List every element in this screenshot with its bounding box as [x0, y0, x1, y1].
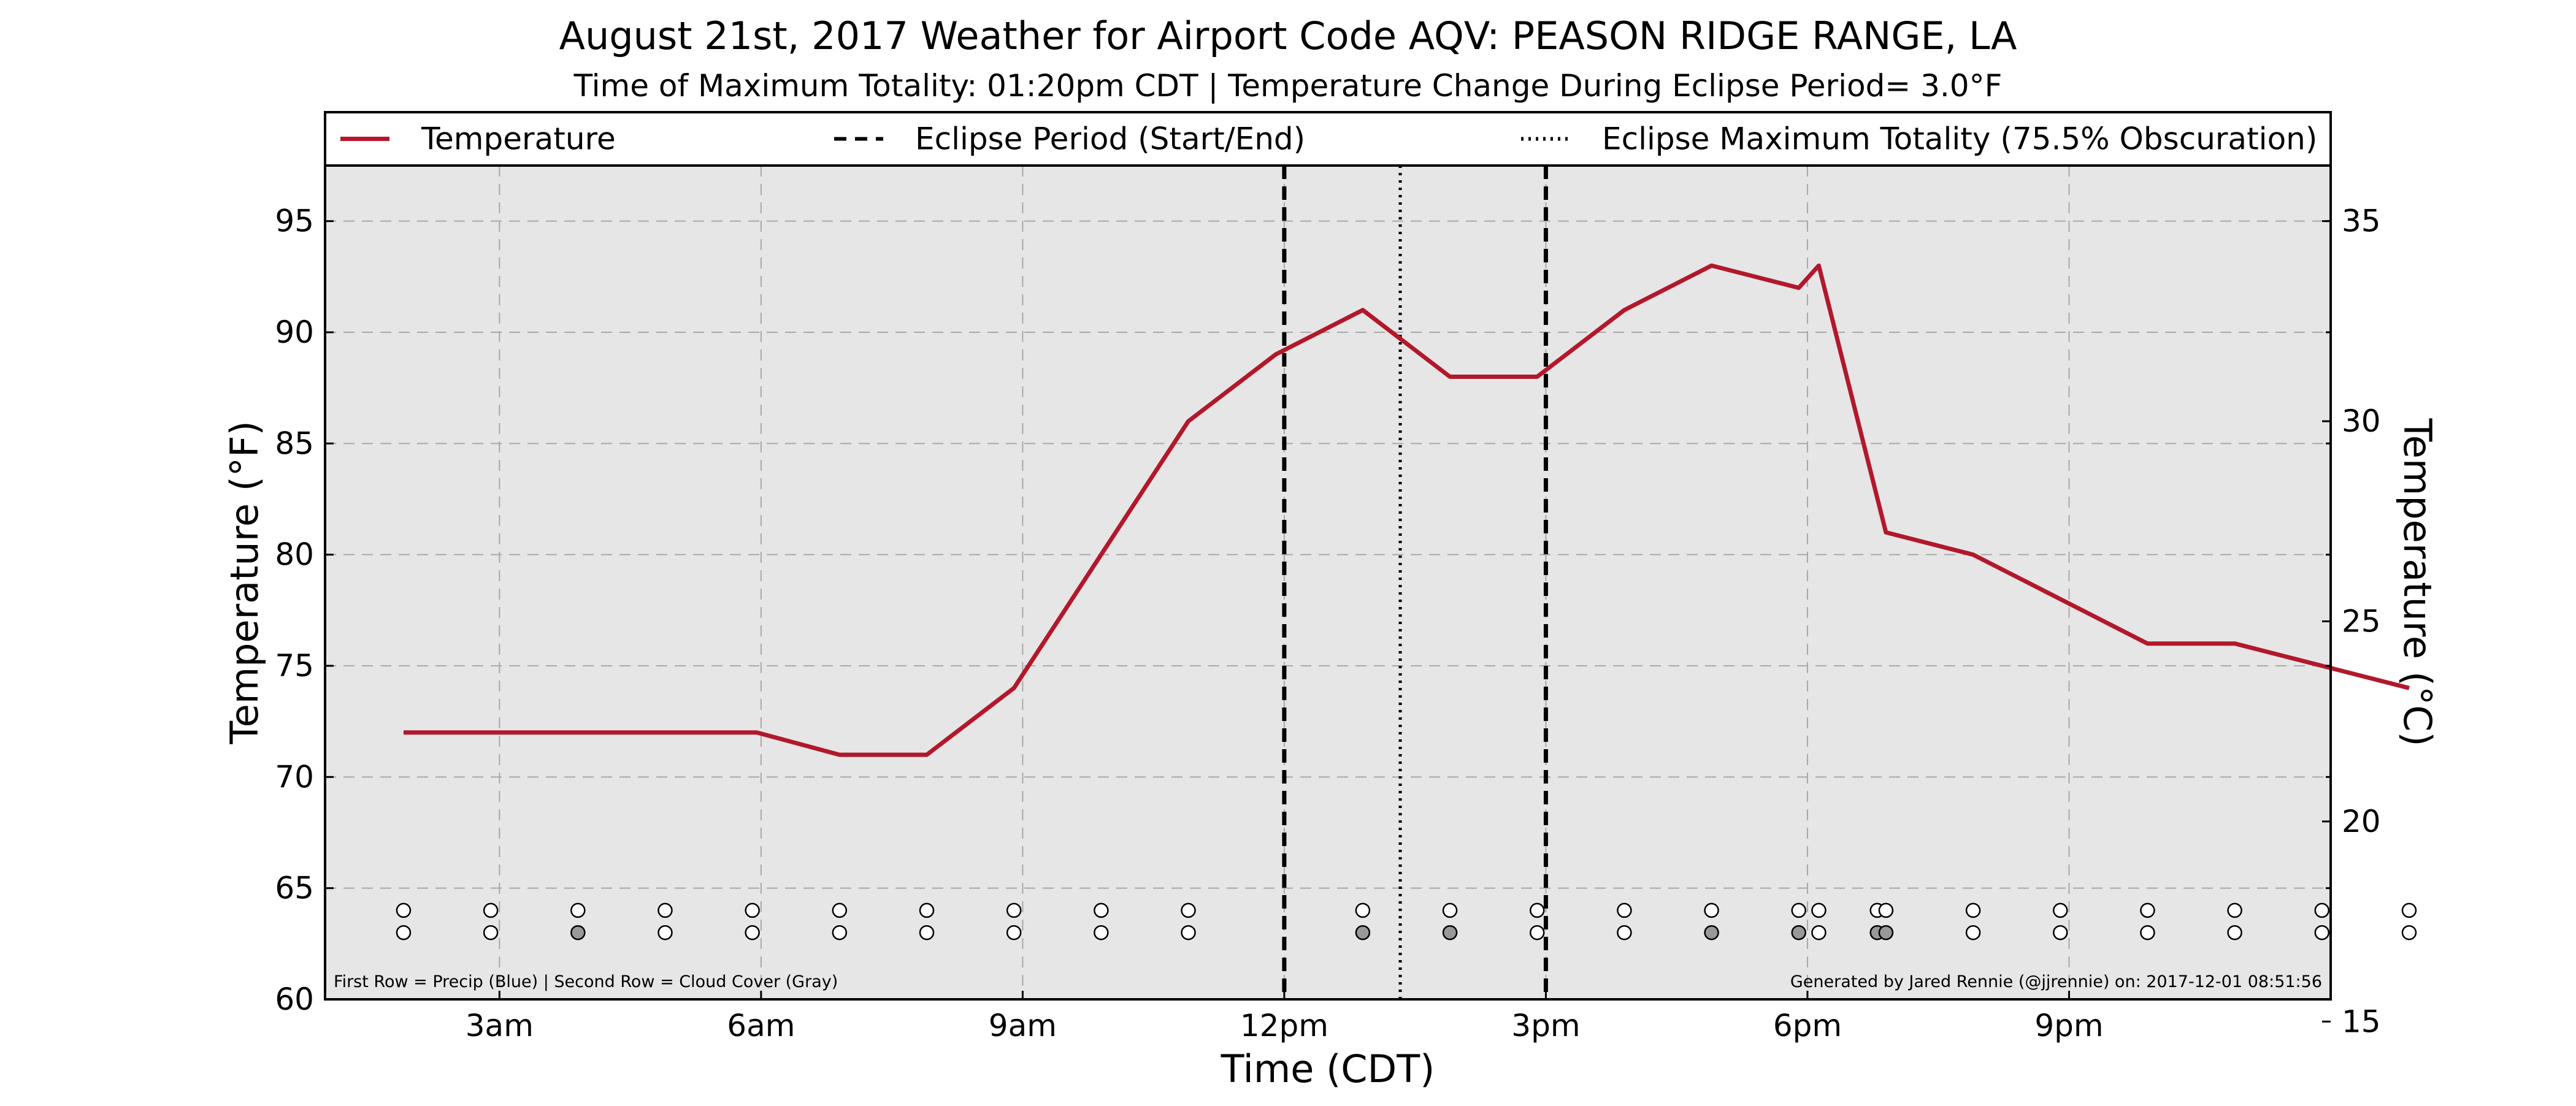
- y-tick-label: 75: [275, 648, 314, 684]
- x-tick-label: 6pm: [1773, 1008, 1842, 1043]
- precip-marker: [1617, 902, 1632, 918]
- cloud-cover-marker: [1811, 925, 1827, 940]
- precip-marker: [1529, 902, 1545, 918]
- cloud-cover-marker: [745, 925, 760, 940]
- precip-marker: [1811, 902, 1827, 918]
- cloud-cover-marker: [396, 925, 412, 940]
- precip-marker: [919, 902, 935, 918]
- legend-label: Eclipse Maximum Totality (75.5% Obscurat…: [1602, 121, 2317, 157]
- y-tick-label: 80: [275, 537, 314, 573]
- y-tick-label-right: 25: [2342, 603, 2381, 639]
- x-tick-label: 9pm: [2034, 1008, 2103, 1043]
- x-tick-label: 6am: [727, 1008, 795, 1043]
- y-tick-label-right: 15: [2342, 1004, 2381, 1039]
- y-axis-label: Temperature (°F): [222, 421, 267, 744]
- temperature-line: [404, 263, 2410, 757]
- precip-marker: [1181, 902, 1196, 918]
- plot-background: [325, 166, 2331, 999]
- y-tick-label-right: 30: [2342, 403, 2381, 439]
- precip-marker: [2314, 902, 2330, 918]
- precip-marker: [1094, 902, 1109, 918]
- precip-marker: [396, 902, 412, 918]
- cloud-cover-marker: [1965, 925, 1981, 940]
- cloud-cover-marker: [483, 925, 499, 940]
- y-tick-label-right: 20: [2342, 804, 2381, 839]
- cloud-cover-marker: [1006, 925, 1022, 940]
- rows-note: First Row = Precip (Blue) | Second Row =…: [334, 972, 838, 991]
- x-tick-label: 3pm: [1511, 1008, 1580, 1043]
- y-tick-label: 95: [275, 204, 314, 239]
- cloud-cover-marker: [919, 925, 935, 940]
- cloud-cover-marker: [832, 925, 848, 940]
- x-tick-label: 12pm: [1240, 1008, 1328, 1043]
- precip-marker: [2053, 902, 2068, 918]
- x-tick-label: 3am: [466, 1008, 534, 1043]
- y-axis-label-right: Temperature (°C): [2395, 418, 2440, 746]
- legend-label: Temperature: [421, 121, 616, 157]
- y-tick-label: 90: [275, 315, 314, 350]
- credit-note: Generated by Jared Rennie (@jjrennie) on…: [1790, 972, 2322, 991]
- cloud-cover-marker: [1442, 925, 1458, 940]
- y-tick-label: 70: [275, 759, 314, 795]
- y-tick-label: 60: [275, 982, 314, 1017]
- legend-box: [324, 111, 2332, 167]
- cloud-cover-marker: [1181, 925, 1196, 940]
- precip-marker: [745, 902, 760, 918]
- precip-marker: [1442, 902, 1458, 918]
- cloud-cover-marker: [2227, 925, 2242, 940]
- cloud-cover-marker: [2314, 925, 2330, 940]
- precip-marker: [483, 902, 499, 918]
- x-axis-label: Time (CDT): [1221, 1047, 1435, 1091]
- precip-marker: [1878, 902, 1894, 918]
- precip-marker: [2140, 902, 2155, 918]
- precip-marker: [2401, 902, 2417, 918]
- chart-title: August 21st, 2017 Weather for Airport Co…: [559, 13, 2017, 58]
- cloud-cover-marker: [1094, 925, 1109, 940]
- cloud-cover-marker: [657, 925, 673, 940]
- precip-marker: [570, 902, 586, 918]
- legend-label: Eclipse Period (Start/End): [915, 121, 1305, 157]
- precip-marker: [1704, 902, 1719, 918]
- precip-marker: [657, 902, 673, 918]
- precip-marker: [1006, 902, 1022, 918]
- chart-subtitle: Time of Maximum Totality: 01:20pm CDT | …: [573, 68, 2003, 104]
- precip-marker: [2227, 902, 2242, 918]
- cloud-cover-marker: [570, 925, 586, 940]
- precip-marker: [1791, 902, 1806, 918]
- cloud-cover-marker: [2401, 925, 2417, 940]
- cloud-cover-marker: [1791, 925, 1806, 940]
- precip-marker: [1355, 902, 1371, 918]
- cloud-cover-marker: [1878, 925, 1894, 940]
- cloud-cover-marker: [2140, 925, 2155, 940]
- cloud-cover-marker: [2053, 925, 2068, 940]
- cloud-cover-marker: [1617, 925, 1632, 940]
- cloud-cover-marker: [1704, 925, 1719, 940]
- y-tick-label: 85: [275, 425, 314, 461]
- y-tick-label: 65: [275, 871, 314, 906]
- precip-marker: [832, 902, 848, 918]
- precip-marker: [1965, 902, 1981, 918]
- y-tick-label-right: 35: [2342, 204, 2381, 239]
- cloud-cover-marker: [1355, 925, 1371, 940]
- cloud-cover-marker: [1529, 925, 1545, 940]
- x-tick-label: 9am: [989, 1008, 1057, 1043]
